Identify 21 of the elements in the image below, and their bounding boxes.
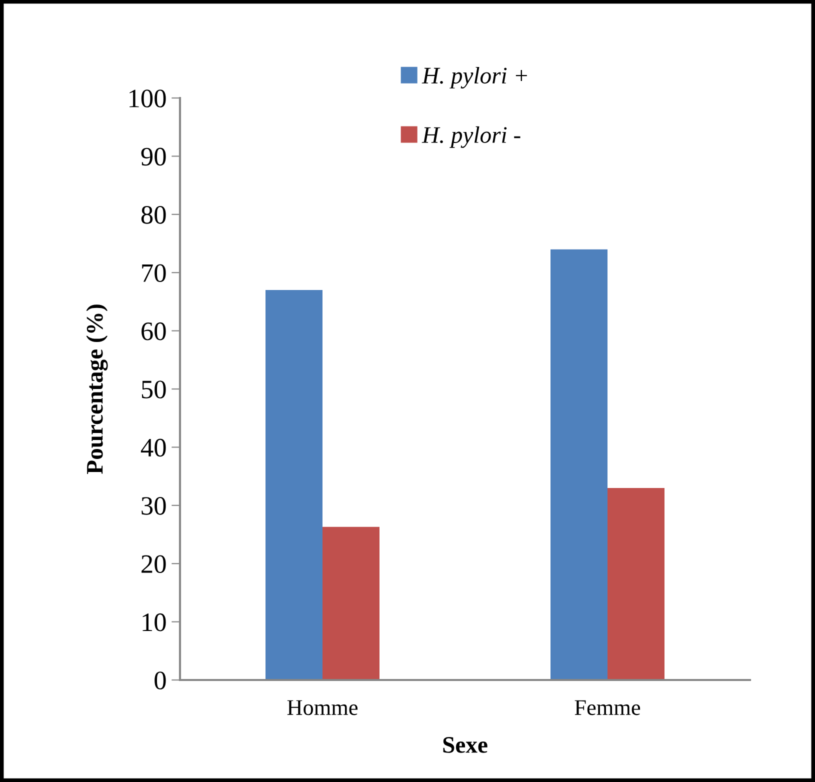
- bar: [550, 249, 608, 680]
- legend-label: H. pylori +: [422, 67, 527, 88]
- y-tick-label: 10: [142, 613, 166, 632]
- y-tick-label: 90: [141, 148, 166, 166]
- y-tick-label: 70: [142, 264, 166, 282]
- legend-label: H. pylori -: [422, 126, 520, 148]
- bar: [608, 488, 664, 680]
- y-tick-label: 30: [142, 497, 166, 515]
- bar: [322, 526, 380, 680]
- y-tick-label: 0: [154, 672, 166, 690]
- x-axis-title: Sexe: [443, 737, 488, 753]
- y-tick-label: 40: [140, 438, 166, 457]
- y-tick-label: 100: [130, 90, 166, 108]
- y-tick-label: 20: [142, 555, 166, 574]
- bar: [266, 290, 322, 680]
- x-tick-label: Femme: [574, 700, 640, 716]
- x-tick-label: Homme: [287, 700, 358, 716]
- y-axis-title: Pourcentage (%): [86, 304, 108, 474]
- y-tick-label: 80: [141, 206, 166, 224]
- y-tick-label: 60: [142, 322, 166, 340]
- y-tick-label: 50: [142, 380, 166, 398]
